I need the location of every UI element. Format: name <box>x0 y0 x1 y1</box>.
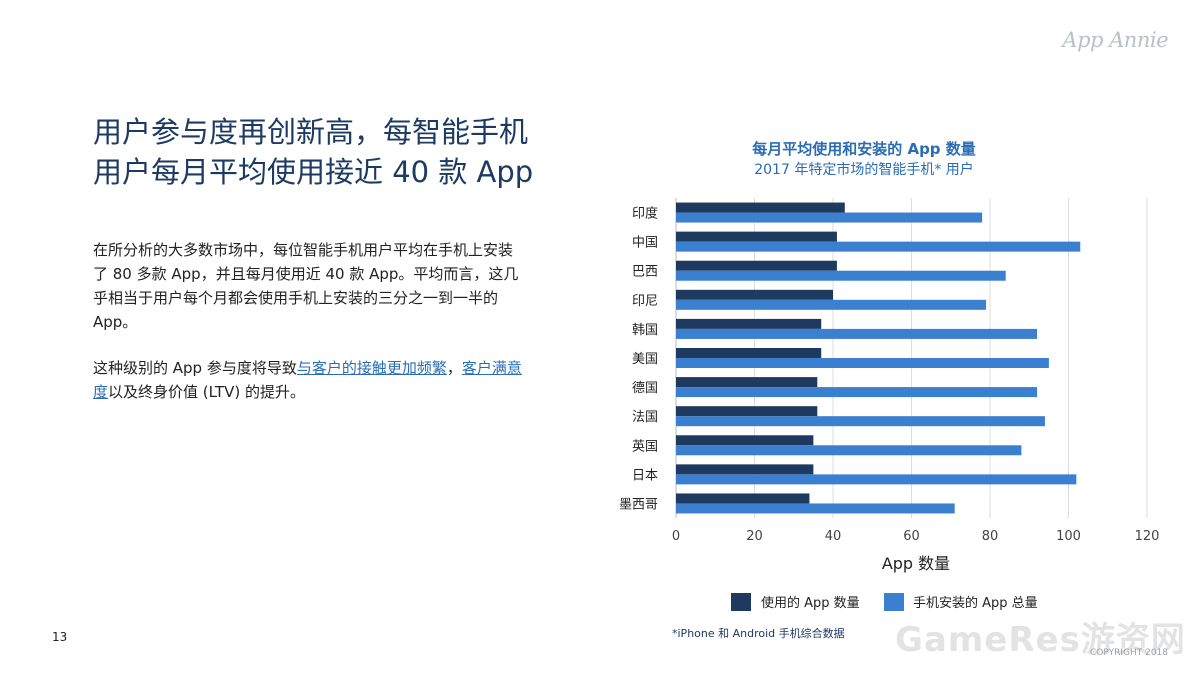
x-axis-label: App 数量 <box>882 554 950 573</box>
x-tick-label: 60 <box>903 529 920 544</box>
y-category-label: 英国 <box>632 439 658 454</box>
headline-line-1: 用户参与度再创新高，每智能手机 <box>93 115 529 149</box>
y-category-label: 印尼 <box>632 294 658 309</box>
y-category-label: 日本 <box>632 468 658 483</box>
y-category-label: 美国 <box>632 352 658 367</box>
body-paragraph-1: 在所分析的大多数市场中，每位智能手机用户平均在手机上安装了 80 多款 App，… <box>93 241 519 331</box>
chart-footnote: *iPhone 和 Android 手机综合数据 <box>672 626 845 640</box>
x-tick-label: 20 <box>746 529 763 544</box>
app-annie-logo: App Annie <box>1062 28 1168 52</box>
bar-used <box>676 435 814 446</box>
headline-line-2: 用户每月平均使用接近 40 款 App <box>93 155 534 189</box>
legend-label-used: 使用的 App 数量 <box>761 595 860 611</box>
bar-installed <box>676 328 1038 339</box>
x-tick-label: 0 <box>672 529 680 544</box>
bar-installed <box>676 387 1038 398</box>
y-category-label: 法国 <box>632 410 658 425</box>
bar-installed <box>676 474 1077 485</box>
legend-swatch-used <box>731 593 751 611</box>
y-category-label: 德国 <box>632 381 658 396</box>
y-category-label: 韩国 <box>632 323 658 338</box>
body-paragraph-2: 这种级别的 App 参与度将导致与客户的接触更加频繁，客户满意度以及终身价值 (… <box>93 356 523 404</box>
bar-used <box>676 318 822 329</box>
x-tick-label: 40 <box>825 529 842 544</box>
p2-comma: ， <box>446 359 462 377</box>
bar-installed <box>676 212 983 223</box>
bar-used <box>676 231 837 242</box>
bar-installed <box>676 416 1045 427</box>
customer-contact-link[interactable]: 与客户的接触更加频繁 <box>296 359 447 377</box>
bar-used <box>676 406 818 417</box>
bar-installed <box>676 445 1022 456</box>
y-category-label: 中国 <box>632 236 658 251</box>
page-headline: 用户参与度再创新高，每智能手机 用户每月平均使用接近 40 款 App <box>93 112 613 192</box>
bar-used <box>676 464 814 475</box>
bar-installed <box>676 503 955 514</box>
p2-text-post: 以及终身价值 (LTV) 的提升。 <box>108 383 305 401</box>
bar-used <box>676 493 810 504</box>
bar-installed <box>676 299 987 310</box>
page-number: 13 <box>52 630 68 644</box>
chart-subtitle: 2017 年特定市场的智能手机* 用户 <box>754 161 974 178</box>
legend-label-installed: 手机安装的 App 总量 <box>913 595 1038 611</box>
bar-used <box>676 289 833 300</box>
bar-used <box>676 260 837 271</box>
customer-satisfaction-link[interactable]: 客户满意度 <box>93 359 522 401</box>
x-tick-label: 80 <box>982 529 999 544</box>
gameres-watermark: GameRes游资网 <box>895 620 1186 660</box>
y-category-label: 印度 <box>632 206 658 222</box>
bar-used <box>676 377 818 388</box>
y-category-label: 墨西哥 <box>619 497 658 512</box>
y-category-label: 巴西 <box>632 265 658 280</box>
chart-title: 每月平均使用和安装的 App 数量 <box>752 140 976 158</box>
copyright-text: COPYRIGHT 2018 <box>1090 648 1169 658</box>
body-text: 在所分析的大多数市场中，每位智能手机用户平均在手机上安装了 80 多款 App，… <box>93 238 523 426</box>
x-tick-label: 100 <box>1056 529 1081 544</box>
x-tick-label: 120 <box>1135 529 1160 544</box>
bar-used <box>676 202 845 213</box>
bar-used <box>676 348 822 358</box>
bar-installed <box>676 241 1081 252</box>
legend-swatch-installed <box>884 593 904 611</box>
p2-text-pre: 这种级别的 App 参与度将导致 <box>93 359 297 377</box>
bar-installed <box>676 358 1049 368</box>
bar-installed <box>676 270 1006 281</box>
